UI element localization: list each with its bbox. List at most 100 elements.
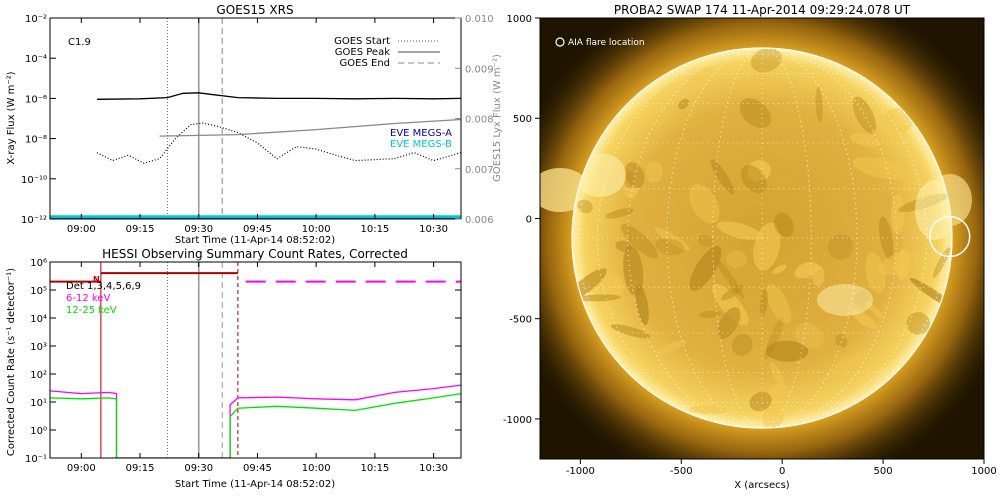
swap-image: AIA flare location — [540, 18, 984, 459]
disk-feature — [620, 223, 659, 259]
legend-eve-megs-b: EVE MEGS-B — [390, 139, 452, 150]
disk-feature — [815, 86, 823, 123]
disk-feature — [835, 334, 848, 348]
swap-axes: -1000 -500 0 500 1000 1000 500 0 -500 -1000 — [503, 14, 997, 477]
y-tick-label: 10⁻⁸ — [25, 135, 47, 146]
legend-goes-end: GOES End — [340, 58, 390, 69]
disk-feature — [624, 162, 645, 189]
x-tick-label: 10:15 — [360, 224, 389, 235]
active-region-south — [817, 284, 873, 316]
y-tick-label: 0 — [526, 214, 532, 225]
hessi-series-6-12-kev — [50, 384, 461, 458]
y2-tick-label: 0.007 — [465, 165, 494, 176]
goes-series-lyx — [159, 118, 461, 137]
swap-limb — [571, 47, 953, 429]
swap-frame — [539, 17, 985, 460]
swap-panel: PROBA2 SWAP 174 11-Apr-2014 09:29:24.078… — [503, 3, 997, 491]
disk-feature — [688, 183, 720, 224]
goes-frame — [49, 17, 462, 220]
x-tick-label: 10:15 — [360, 463, 389, 474]
disk-feature — [769, 361, 785, 387]
disk-feature — [726, 250, 747, 268]
x-tick-label: 10:30 — [419, 224, 448, 235]
y2-tick-label: 0.009 — [465, 64, 494, 75]
y-tick-label: 10³ — [30, 342, 47, 353]
disk-feature — [686, 66, 713, 89]
y-tick-label: 1000 — [507, 14, 532, 25]
goes-axes: 09:00 09:15 09:30 09:45 10:00 10:15 10:30 10⁻² 1… — [21, 14, 494, 235]
disk-feature — [772, 264, 787, 274]
disk-feature — [610, 324, 651, 339]
disk-feature — [577, 199, 593, 214]
hessi-panel: HESSI Observing Summary Count Rates, Cor… — [6, 247, 462, 490]
goes-panel: GOES15 XRS C1.9 09:00 09:15 09:30 09:45 10:0… — [6, 3, 503, 246]
y-tick-label: 10⁻⁴ — [25, 54, 47, 65]
disk-feature — [749, 391, 772, 412]
disk-feature — [688, 405, 727, 415]
goes-ylabel-right: GOES15 Lyx Flux (W m⁻²) — [492, 54, 503, 182]
disk-feature — [739, 98, 772, 129]
y-tick-label: 10⁶ — [30, 258, 47, 269]
x-tick-label: -1000 — [566, 466, 595, 477]
x-tick-label: 09:45 — [243, 463, 272, 474]
y-tick-label: 10⁰ — [30, 426, 47, 437]
disk-feature — [827, 234, 854, 260]
disk-feature — [852, 156, 907, 180]
disk-feature — [761, 407, 784, 428]
hessi-title: HESSI Observing Summary Count Rates, Cor… — [102, 247, 408, 261]
disk-feature — [714, 256, 745, 299]
y-tick-label: 10² — [30, 370, 47, 381]
disk-feature — [717, 307, 741, 339]
disk-feature — [577, 294, 621, 302]
y2-tick-label: 0.008 — [465, 115, 494, 126]
legend-goes-peak: GOES Peak — [335, 47, 390, 58]
disk-feature — [830, 352, 869, 381]
goes-series-long-channel — [96, 92, 461, 100]
disk-feature — [623, 245, 644, 297]
flare-location-circle — [928, 215, 971, 258]
y-tick-label: 500 — [513, 114, 532, 125]
y-tick-label: 10⁻¹⁰ — [21, 175, 47, 186]
x-tick-label: 09:15 — [126, 463, 155, 474]
hessi-frame — [49, 261, 462, 459]
x-tick-label: 500 — [874, 466, 893, 477]
x-tick-label: 09:30 — [184, 463, 213, 474]
x-tick-label: 09:00 — [67, 463, 96, 474]
x-tick-label: 1000 — [971, 466, 996, 477]
disk-feature — [865, 252, 886, 294]
x-tick-label: 10:00 — [302, 224, 331, 235]
x-tick-label: 10:00 — [302, 463, 331, 474]
disk-feature — [794, 322, 824, 349]
disk-feature — [851, 309, 877, 330]
disk-feature — [890, 194, 905, 235]
goes-series-short-channel — [96, 122, 461, 164]
goes-legend: GOES Start GOES Peak GOES End EVE MEGS-A… — [334, 36, 452, 150]
hessi-xlabel: Start Time (11-Apr-14 08:52:02) — [175, 479, 335, 490]
disk-feature — [697, 234, 714, 248]
swap-title: PROBA2 SWAP 174 11-Apr-2014 09:29:24.078… — [614, 3, 911, 17]
disk-feature — [689, 245, 722, 291]
y-tick-label: 10¹ — [30, 398, 47, 409]
y-tick-label: 10⁻¹ — [25, 454, 47, 465]
legend-hessi-det: Det 1,3,4,5,6,9 — [66, 281, 141, 292]
hessi-plot-area — [50, 262, 461, 458]
x-tick-label: 09:45 — [243, 224, 272, 235]
disk-feature — [654, 227, 691, 251]
hessi-legend: Det 1,3,4,5,6,9 6-12 keV 12-25 keV — [66, 281, 141, 316]
goes-xlabel: Start Time (11-Apr-14 08:52:02) — [175, 235, 335, 246]
legend-hessi-12-25: 12-25 keV — [66, 305, 117, 316]
disk-feature — [852, 96, 876, 134]
disk-feature — [906, 312, 930, 335]
y-tick-label: 10⁵ — [30, 286, 47, 297]
disk-feature — [657, 340, 687, 355]
disk-feature — [765, 283, 792, 324]
disk-feature — [878, 251, 919, 276]
disk-feature — [895, 248, 910, 281]
disk-feature — [764, 316, 785, 360]
legend-eve-megs-a: EVE MEGS-A — [390, 128, 452, 139]
y-tick-label: -500 — [509, 315, 532, 326]
disk-feature — [605, 208, 634, 219]
x-tick-label: 10:30 — [419, 463, 448, 474]
disk-feature — [879, 216, 894, 260]
